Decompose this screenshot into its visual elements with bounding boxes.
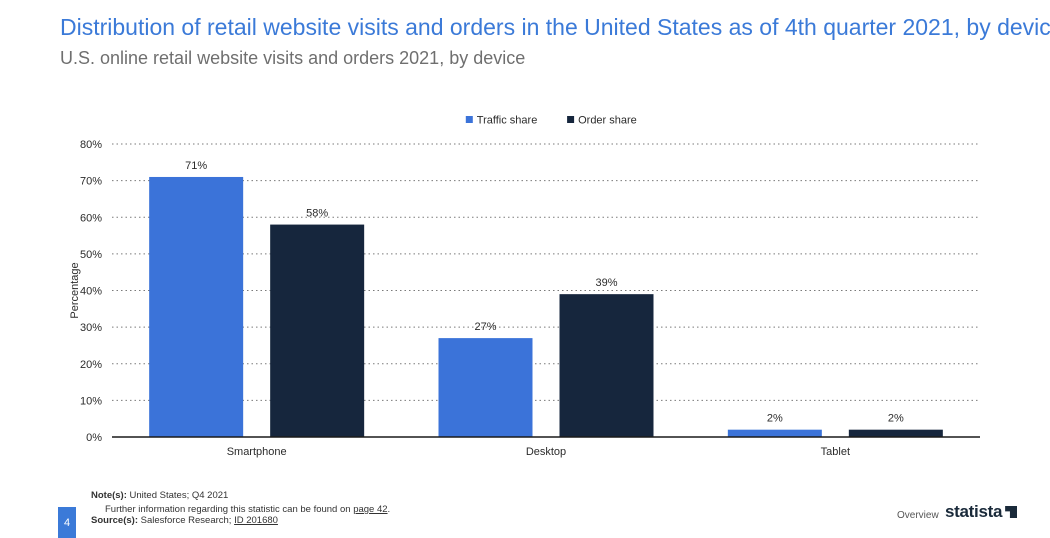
bar (270, 224, 365, 437)
y-tick-label: 80% (80, 139, 102, 151)
bar (149, 176, 244, 437)
further-info-text: Further information regarding this stati… (105, 504, 351, 515)
statista-logo: statista (945, 502, 1018, 522)
bar (559, 294, 654, 437)
further-info: Further information regarding this stati… (105, 504, 390, 515)
y-tick-label: 30% (80, 322, 102, 334)
data-label: 27% (474, 321, 496, 333)
data-label: 2% (888, 413, 904, 425)
source: Source(s): Salesforce Research; ID 20168… (91, 515, 278, 526)
y-tick-label: 50% (80, 249, 102, 261)
notes-label: Note(s): (91, 490, 127, 501)
page-link-suffix: . (387, 504, 391, 515)
x-tick-label: Tablet (821, 446, 850, 458)
legend-label: Traffic share (477, 115, 538, 127)
brand-name: statista (945, 502, 1003, 521)
bar-chart: 0% 10% 20% 30% 40% 50% 60% 70% 80% Percentage 71% 5… (69, 115, 980, 458)
overview-link[interactable]: Overview (897, 510, 939, 521)
source-text: Salesforce Research; (140, 515, 232, 526)
y-tick-label: 70% (80, 176, 102, 188)
legend-swatch (567, 116, 575, 123)
notes: Note(s): United States; Q4 2021 (91, 490, 228, 501)
y-axis-label: Percentage (69, 262, 81, 318)
bar (438, 338, 533, 437)
bar (727, 429, 822, 437)
notes-text: United States; Q4 2021 (129, 490, 229, 501)
chart-title: Distribution of retail website visits an… (60, 14, 1050, 40)
y-tick-label: 40% (80, 286, 102, 298)
y-tick-label: 60% (80, 212, 102, 224)
y-tick-label: 20% (80, 359, 102, 371)
page-number: 4 (58, 507, 76, 538)
y-tick-label: 10% (80, 395, 102, 407)
source-label: Source(s): (91, 515, 138, 526)
data-label: 58% (306, 208, 328, 220)
y-tick-label: 0% (86, 432, 102, 444)
legend-label: Order share (578, 115, 637, 127)
x-tick-label: Desktop (526, 446, 566, 458)
x-tick-label: Smartphone (227, 446, 287, 458)
source-id-link[interactable]: ID 201680 (234, 515, 278, 526)
page-link[interactable]: page 42 (353, 504, 388, 515)
bar (848, 429, 943, 437)
data-label: 2% (767, 413, 783, 425)
data-label: 71% (185, 160, 207, 172)
statista-mark-icon (1005, 506, 1018, 518)
chart-subtitle: U.S. online retail website visits and or… (60, 48, 526, 68)
legend-swatch (465, 116, 473, 123)
data-label: 39% (595, 277, 617, 289)
